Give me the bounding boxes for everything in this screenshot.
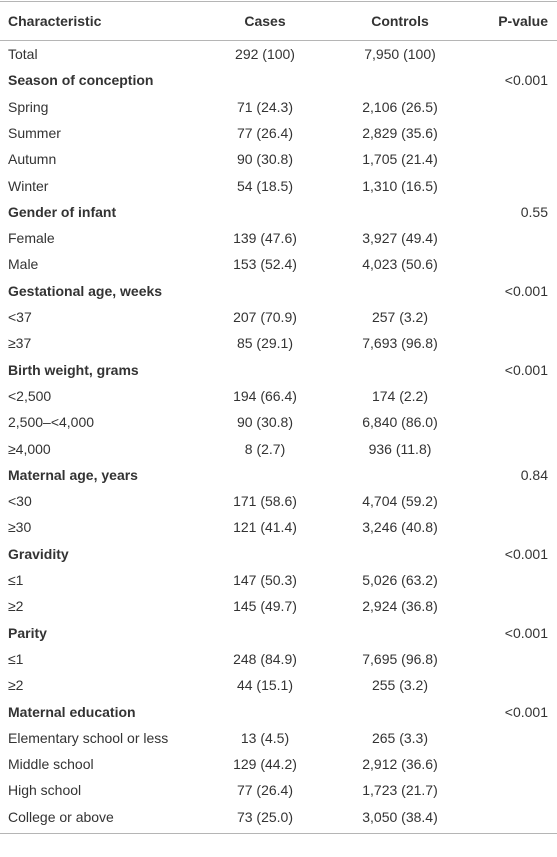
cell: Autumn [8, 151, 57, 168]
cell: 90 (30.8) [236, 414, 294, 431]
cell: 255 (3.2) [371, 677, 429, 694]
total-cell: 7,950 (100) [364, 46, 436, 62]
cell: Summer [8, 124, 61, 141]
cell: 3,927 (49.4) [362, 230, 438, 247]
cell: 2,912 (36.6) [362, 756, 438, 773]
cell: 1,310 (16.5) [362, 177, 438, 194]
p-value: 0.84 [520, 466, 548, 483]
p-value: <0.001 [504, 282, 548, 299]
cell: 13 (4.5) [240, 729, 290, 746]
cell: ≥4,000 [8, 440, 51, 457]
cell: ≥37 [8, 335, 32, 352]
group-title: Gravidity [8, 545, 69, 562]
cell: Female [8, 230, 55, 247]
header-cell: Characteristic [8, 13, 102, 29]
cell: High school [8, 782, 82, 799]
header-cell: P-value [498, 13, 548, 29]
cell: 129 (44.2) [233, 756, 297, 773]
cell: <37 [8, 309, 32, 325]
cell: 7,693 (96.8) [362, 335, 438, 352]
cell: 77 (26.4) [236, 782, 294, 799]
cell: Winter [8, 177, 49, 194]
cell: <30 [8, 493, 32, 510]
cell: 265 (3.3) [371, 729, 429, 746]
cell: ≥2 [8, 677, 24, 694]
cell: 5,026 (63.2) [362, 572, 438, 588]
cell: 207 (70.9) [233, 309, 297, 325]
cell: 139 (47.6) [233, 230, 297, 247]
p-value: <0.001 [504, 703, 548, 720]
cell: ≤1 [8, 650, 24, 667]
cell: 6,840 (86.0) [362, 414, 438, 431]
cell: 4,704 (59.2) [362, 493, 438, 510]
group-title: Gender of infant [8, 203, 117, 220]
cell: 936 (11.8) [368, 440, 432, 457]
cell: ≤1 [8, 572, 24, 588]
p-value: <0.001 [504, 545, 548, 562]
cell: 174 (2.2) [371, 387, 429, 404]
total-cell: 292 (100) [235, 46, 295, 62]
cell: 77 (26.4) [236, 124, 294, 141]
group-title: Gestational age, weeks [8, 282, 163, 299]
cell: Spring [8, 98, 49, 115]
group-title: Maternal age, years [8, 466, 138, 483]
p-value: <0.001 [504, 624, 548, 641]
p-value: <0.001 [504, 361, 548, 378]
cell: <2,500 [8, 387, 52, 404]
cell: 4,023 (50.6) [362, 256, 438, 273]
header-cell: Cases [244, 13, 286, 29]
cell: Male [8, 256, 39, 273]
group-title: Parity [8, 624, 47, 641]
cell: 145 (49.7) [233, 598, 297, 615]
p-value: 0.55 [520, 203, 548, 220]
cell: 1,705 (21.4) [362, 151, 438, 168]
cell: 7,695 (96.8) [362, 650, 438, 667]
header-cell: Controls [371, 13, 429, 29]
cell: 171 (58.6) [233, 493, 297, 510]
cell: ≥30 [8, 519, 32, 536]
cell: 85 (29.1) [236, 335, 294, 352]
bottom-rule [0, 833, 557, 834]
cell: 73 (25.0) [236, 808, 294, 825]
cell: 194 (66.4) [233, 387, 297, 404]
header-rule [0, 40, 557, 41]
cell: 44 (15.1) [236, 677, 294, 694]
cell: 2,829 (35.6) [362, 124, 438, 141]
cell: Middle school [8, 756, 94, 773]
cell: 2,924 (36.8) [362, 598, 438, 615]
cell: 8 (2.7) [244, 440, 286, 457]
cell: 3,246 (40.8) [362, 519, 438, 536]
total-cell: Total [8, 46, 38, 62]
cell: 257 (3.2) [371, 309, 429, 325]
cell: 54 (18.5) [236, 177, 294, 194]
cell: Elementary school or less [8, 729, 169, 746]
cell: ≥2 [8, 598, 24, 615]
top-rule [0, 1, 557, 2]
cell: 2,106 (26.5) [362, 98, 438, 115]
cell: College or above [8, 808, 114, 825]
cell: 90 (30.8) [236, 151, 294, 168]
cell: 2,500–<4,000 [8, 414, 95, 431]
cell: 248 (84.9) [233, 650, 297, 667]
group-title: Maternal education [8, 703, 136, 720]
p-value: <0.001 [504, 72, 548, 89]
group-title: Birth weight, grams [8, 361, 139, 378]
cell: 153 (52.4) [233, 256, 297, 273]
cell: 1,723 (21.7) [362, 782, 438, 799]
cell: 3,050 (38.4) [362, 808, 438, 825]
group-title: Season of conception [8, 72, 154, 89]
cell: 147 (50.3) [233, 572, 297, 588]
cell: 71 (24.3) [236, 98, 294, 115]
cell: 121 (41.4) [233, 519, 297, 536]
